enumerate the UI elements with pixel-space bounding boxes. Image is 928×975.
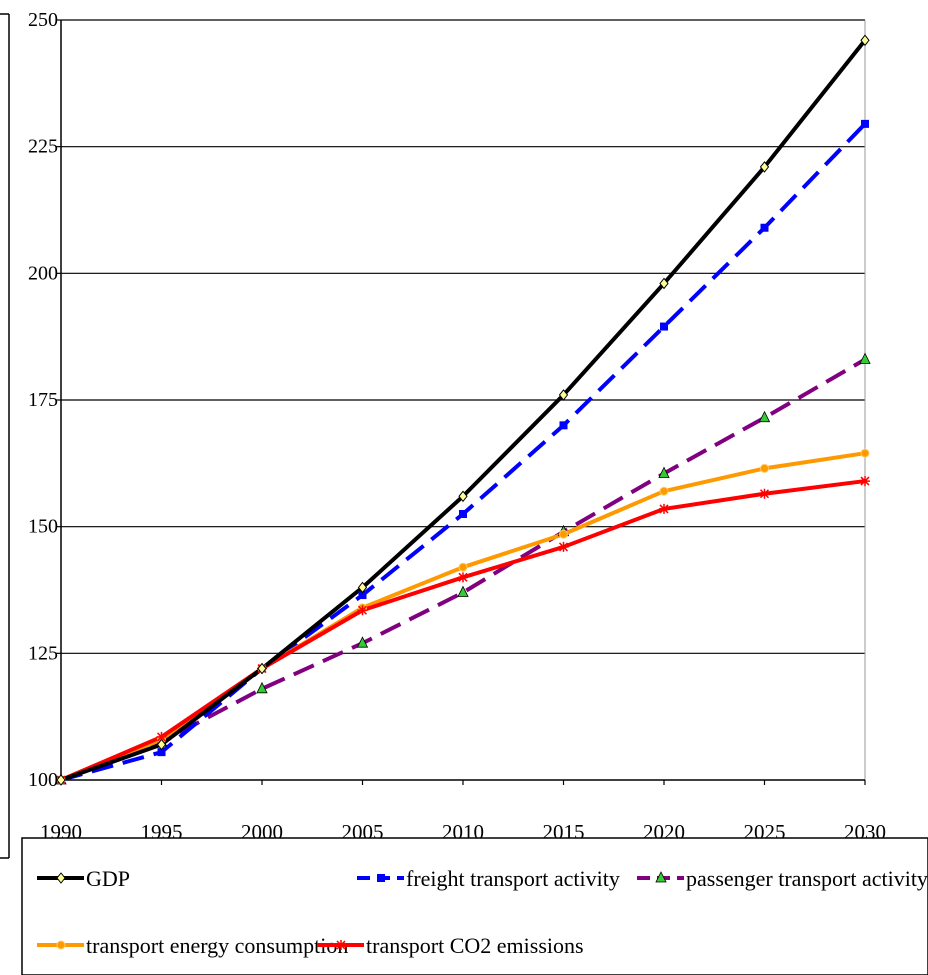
- legend-marker-freight-transport-activity: [377, 874, 385, 882]
- marker-transport-co2-emissions-1995: [156, 731, 167, 742]
- marker-passenger-transport-activity-2000: [256, 681, 268, 694]
- marker-passenger-transport-activity-2010: [457, 585, 469, 597]
- marker-passenger-transport-activity-2020: [658, 466, 670, 478]
- marker-gdp-2015: [558, 389, 569, 401]
- legend-label-gdp: GDP: [86, 866, 130, 891]
- y-tick-label-200: 200: [28, 262, 58, 284]
- legend-box: [21, 837, 928, 975]
- legend-marker-passenger-transport-activity: [655, 871, 667, 883]
- marker-transport-co2-emissions-2005: [357, 605, 368, 616]
- marker-gdp-2020: [659, 277, 669, 290]
- marker-transport-co2-emissions-2025: [759, 488, 770, 499]
- marker-freight-transport-activity-2020: [660, 322, 668, 331]
- marker-freight-transport-activity-1995: [157, 748, 166, 757]
- legend-marker-transport-co2-emissions: [336, 940, 346, 950]
- marker-gdp-2000: [257, 662, 267, 675]
- marker-freight-transport-activity-2030: [861, 119, 869, 128]
- legend-item-passenger-transport-activity: passenger transport activity: [637, 866, 928, 891]
- marker-transport-co2-emissions-2020: [659, 503, 669, 514]
- marker-gdp-1990: [56, 774, 66, 786]
- outer-frame: [0, 13, 10, 859]
- marker-passenger-transport-activity-2025: [758, 410, 771, 423]
- marker-transport-co2-emissions-2015: [558, 541, 569, 552]
- legend-label-freight-transport-activity: freight transport activity: [406, 866, 620, 891]
- legend-label-transport-energy-consumption: transport energy consumption: [86, 933, 348, 958]
- y-tick-label-125: 125: [28, 642, 58, 664]
- legend-marker-transport-energy-consumption: [56, 940, 66, 950]
- series-markers: [55, 34, 871, 786]
- y-tick-label-250: 250: [28, 9, 58, 31]
- marker-freight-transport-activity-2010: [459, 510, 467, 518]
- marker-freight-transport-activity-2015: [559, 421, 568, 430]
- marker-gdp-2010: [458, 490, 468, 503]
- y-tick-label-100: 100: [28, 769, 58, 791]
- marker-freight-transport-activity-2025: [760, 223, 769, 232]
- gridlines: [61, 19, 865, 654]
- legend-item-freight-transport-activity: freight transport activity: [357, 866, 620, 891]
- marker-transport-energy-consumption-2030: [860, 448, 870, 458]
- marker-transport-co2-emissions-2030: [860, 476, 870, 487]
- series-line-freight-transport-activity: [60, 122, 867, 782]
- marker-transport-energy-consumption-2015: [559, 529, 568, 539]
- legend-item-gdp: GDP: [37, 866, 130, 891]
- legend-item-transport-co2-emissions: transport CO2 emissions: [317, 933, 584, 958]
- marker-freight-transport-activity-2005: [358, 591, 367, 600]
- y-axis-tick-labels: 100 125 150 175 200 225 250: [28, 9, 58, 791]
- marker-passenger-transport-activity-2005: [356, 636, 369, 648]
- legend-entries: GDP freight transport activity passenger t…: [37, 866, 928, 958]
- marker-transport-energy-consumption-2010: [458, 562, 468, 572]
- marker-transport-co2-emissions-2010: [458, 572, 468, 583]
- series-line-gdp: [60, 39, 867, 782]
- marker-gdp-2005: [357, 581, 368, 594]
- marker-gdp-1995: [156, 738, 167, 751]
- marker-passenger-transport-activity-2030: [859, 352, 871, 364]
- marker-gdp-2030: [860, 34, 870, 47]
- legend-marker-gdp: [56, 872, 66, 884]
- y-tick-label-175: 175: [28, 389, 58, 411]
- y-tick-label-225: 225: [28, 136, 58, 158]
- axes: [56, 19, 866, 785]
- marker-gdp-2025: [759, 161, 770, 173]
- y-tick-label-150: 150: [28, 516, 58, 538]
- legend-label-passenger-transport-activity: passenger transport activity: [686, 866, 928, 891]
- legend-label-transport-co2-emissions: transport CO2 emissions: [366, 933, 584, 958]
- legend-item-transport-energy-consumption: transport energy consumption: [37, 933, 348, 958]
- marker-transport-energy-consumption-2020: [659, 486, 669, 496]
- series-lines: [60, 39, 867, 782]
- legend: GDP freight transport activity passenger t…: [21, 837, 928, 975]
- marker-transport-energy-consumption-2025: [760, 463, 769, 473]
